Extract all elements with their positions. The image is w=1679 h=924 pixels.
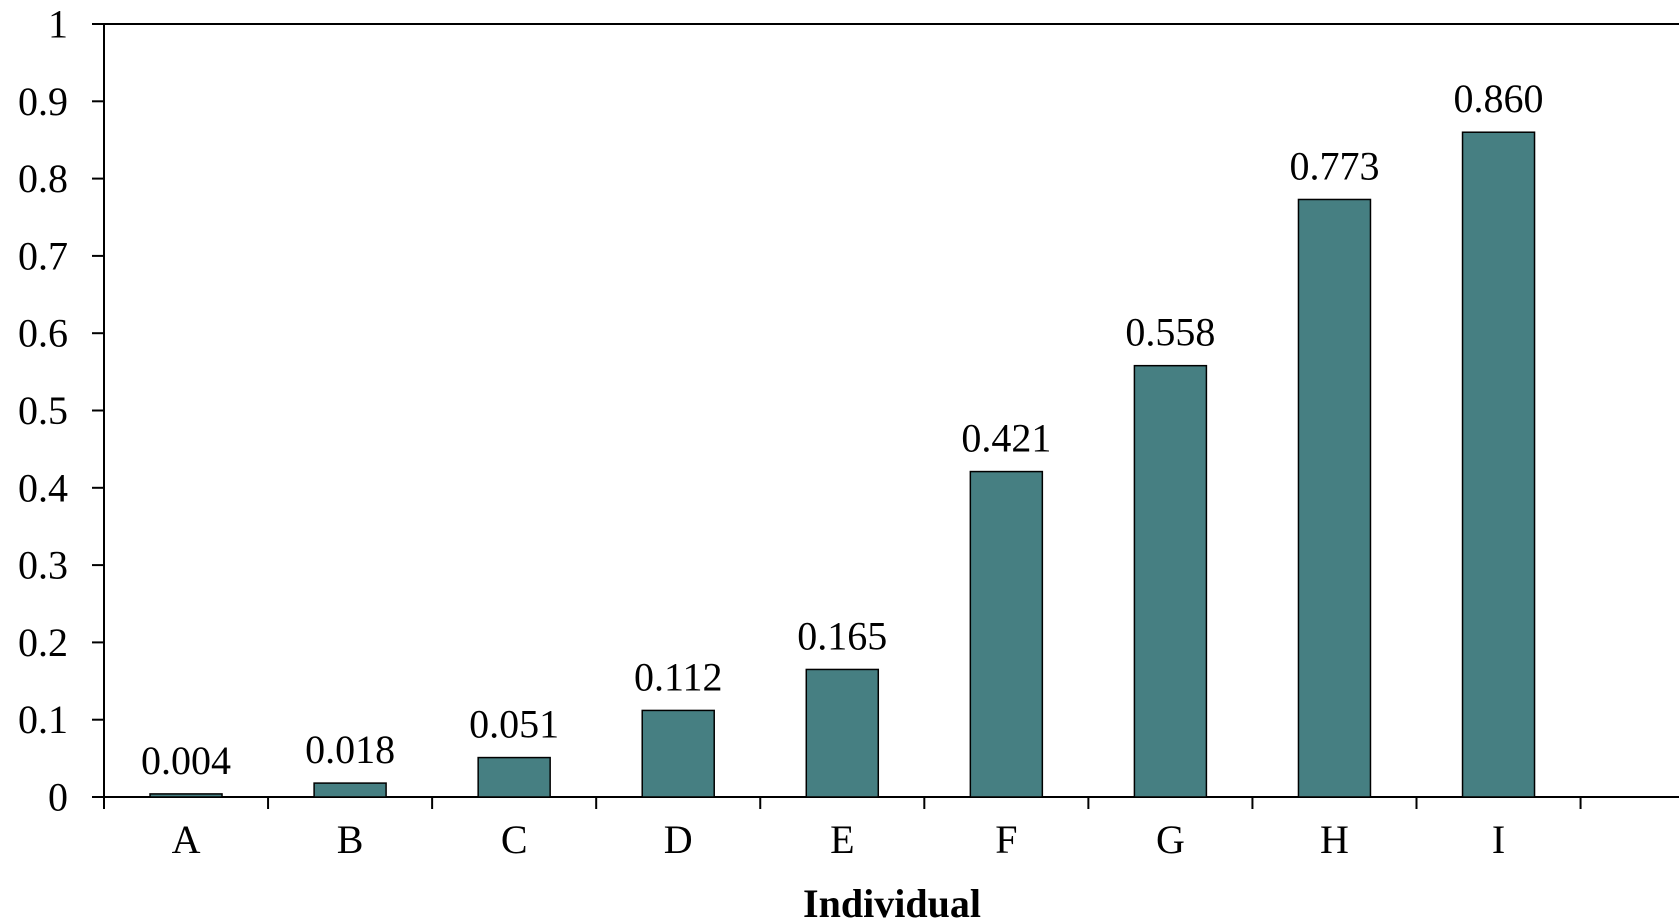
bar-a <box>149 793 223 798</box>
y-tick-label: 0.1 <box>18 697 68 742</box>
bar-d <box>641 709 715 798</box>
data-label-h: 0.773 <box>1289 143 1379 188</box>
x-tick-label-e: E <box>830 817 854 862</box>
data-label-d: 0.112 <box>634 654 723 699</box>
y-tick-label: 0.9 <box>18 79 68 124</box>
data-label-c: 0.051 <box>469 702 559 747</box>
y-tick-label: 0.2 <box>18 620 68 665</box>
data-labels: 0.004 0.018 0.051 0.112 0.165 0.421 0.558 0.773… <box>141 76 1544 783</box>
y-tick-label: 0.6 <box>18 311 68 356</box>
data-label-b: 0.018 <box>305 727 395 772</box>
data-label-e: 0.165 <box>797 613 887 658</box>
bar-g <box>1133 364 1208 798</box>
bars <box>149 131 1536 798</box>
bar-b <box>313 782 387 798</box>
x-tick-label-h: H <box>1320 817 1349 862</box>
data-label-f: 0.421 <box>961 416 1051 461</box>
bar-i <box>1461 131 1536 798</box>
x-tick-label-f: F <box>995 817 1017 862</box>
y-tick-label: 0.4 <box>18 465 68 510</box>
x-tick-label-d: D <box>664 817 693 862</box>
bar-h <box>1297 198 1372 798</box>
bar-f <box>969 470 1044 798</box>
x-tick-label-a: A <box>172 817 201 862</box>
y-tick-label: 0.3 <box>18 543 68 588</box>
data-label-g: 0.558 <box>1125 310 1215 355</box>
data-label-i: 0.860 <box>1454 76 1544 121</box>
x-tick-label-i: I <box>1492 817 1505 862</box>
x-tick-label-b: B <box>337 817 364 862</box>
bar-c <box>477 756 551 798</box>
y-tick-label: 1 <box>48 2 68 47</box>
y-tick-label: 0 <box>48 775 68 820</box>
y-tick-label: 0.7 <box>18 233 68 278</box>
data-label-a: 0.004 <box>141 738 231 783</box>
x-tick-label-c: C <box>501 817 528 862</box>
x-axis-title: Individual <box>803 881 981 924</box>
x-tick-label-g: G <box>1156 817 1185 862</box>
bar-e <box>805 668 880 798</box>
y-tick-label: 0.8 <box>18 156 68 201</box>
y-tick-label: 0.5 <box>18 388 68 433</box>
x-axis: A B C D E F G H I <box>92 796 1679 862</box>
y-axis: 0 0.1 0.2 0.3 0.4 0.5 0.6 0.7 0.8 0.9 1 <box>18 2 105 820</box>
